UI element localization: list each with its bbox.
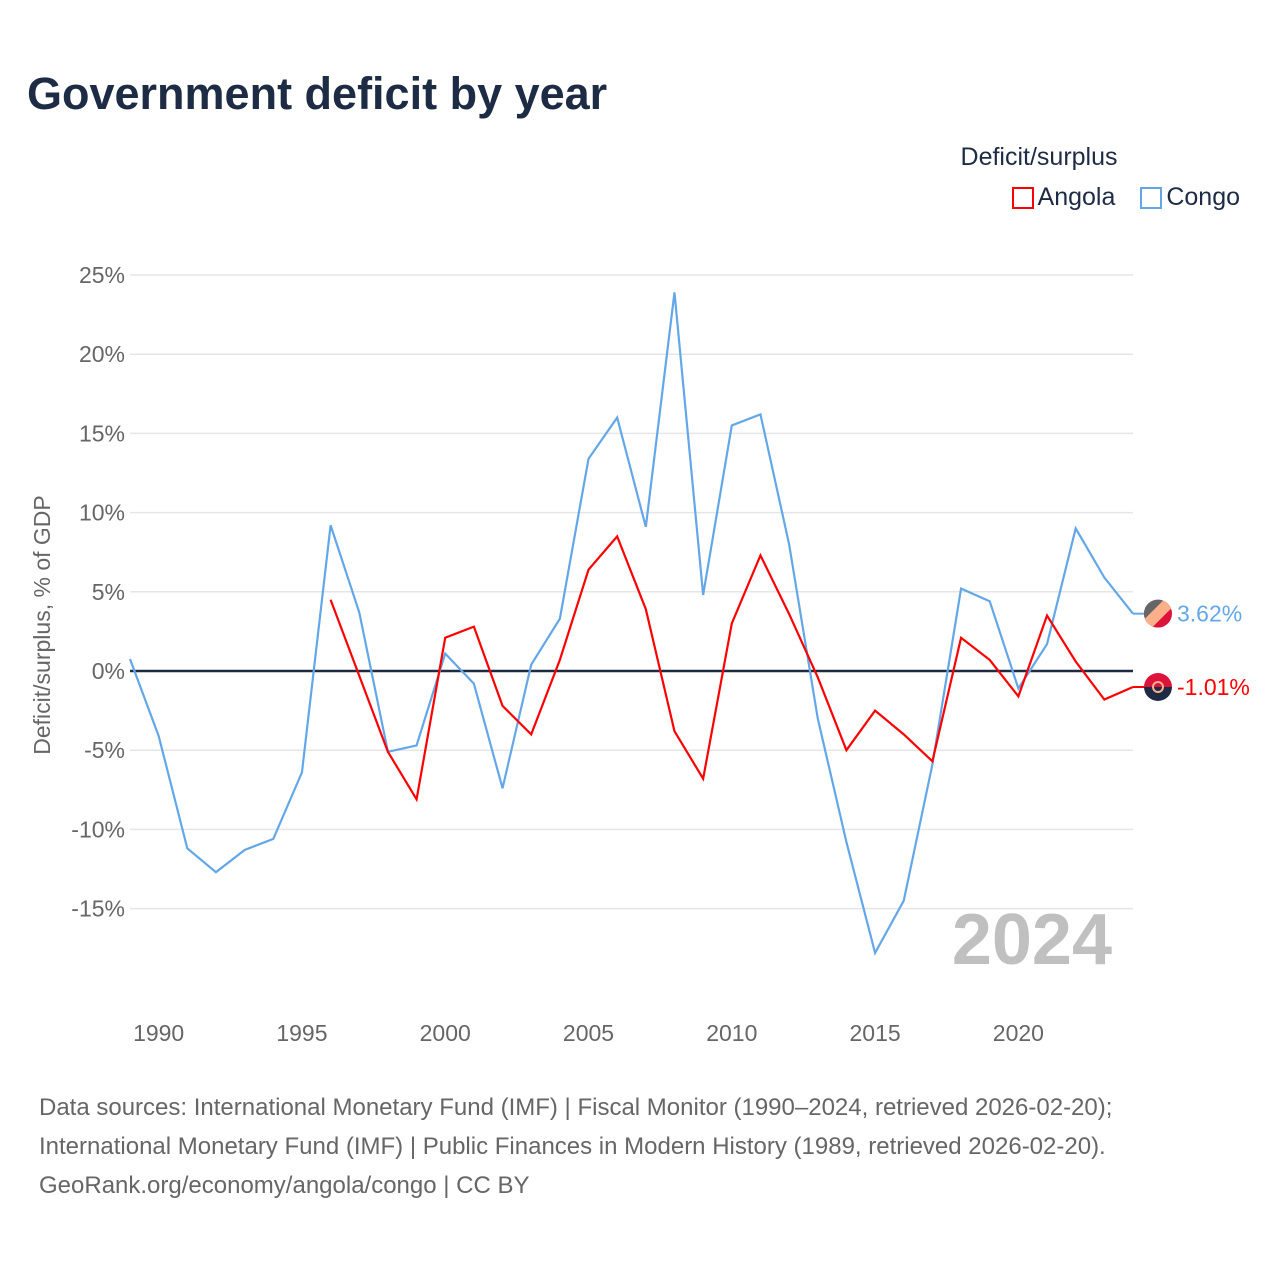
x-tick-label: 1990 bbox=[133, 1020, 184, 1046]
legend-item-congo[interactable]: Congo bbox=[1140, 183, 1240, 212]
series-lines bbox=[128, 292, 1134, 956]
end-label-angola: -1.01% bbox=[1177, 674, 1250, 700]
gridlines bbox=[130, 274, 1133, 910]
y-tick-label: -15% bbox=[71, 896, 125, 922]
flag-icon-congo bbox=[1144, 599, 1172, 628]
y-tick-label: -5% bbox=[84, 737, 125, 763]
series-line-angola[interactable] bbox=[329, 534, 1134, 803]
x-tick-label: 2000 bbox=[420, 1020, 471, 1046]
x-tick-label: 2015 bbox=[849, 1020, 900, 1046]
y-axis-label: Deficit/surplus, % of GDP bbox=[29, 495, 55, 754]
source-line-1: Data sources: International Monetary Fun… bbox=[39, 1094, 1113, 1121]
y-tick-label: 25% bbox=[79, 262, 125, 288]
flag-icon-angola bbox=[1144, 672, 1172, 701]
x-axis-ticks: 1990 1995 2000 2005 2010 2015 2020 bbox=[133, 1020, 1044, 1046]
source-line-2: International Monetary Fund (IMF) | Publ… bbox=[39, 1133, 1106, 1160]
y-tick-label: -10% bbox=[71, 816, 125, 842]
y-tick-label: 5% bbox=[92, 579, 125, 605]
series-line-congo[interactable] bbox=[128, 292, 1134, 956]
footer: Data sources: International Monetary Fun… bbox=[39, 1088, 1112, 1205]
end-markers: 3.62% -1.01% bbox=[1133, 599, 1250, 701]
y-tick-label: 0% bbox=[92, 658, 125, 684]
y-tick-label: 10% bbox=[79, 500, 125, 526]
x-tick-label: 1995 bbox=[276, 1020, 327, 1046]
end-label-congo: 3.62% bbox=[1177, 601, 1242, 627]
y-tick-label: 20% bbox=[79, 341, 125, 367]
year-watermark: 2024 bbox=[952, 900, 1112, 980]
x-tick-label: 2005 bbox=[563, 1020, 614, 1046]
legend: Deficit/surplus Angola Congo bbox=[961, 143, 1240, 216]
chart-title: Government deficit by year bbox=[27, 68, 608, 119]
legend-item-angola[interactable]: Angola bbox=[1011, 183, 1116, 212]
x-tick-label: 2010 bbox=[706, 1020, 757, 1046]
legend-label-angola: Angola bbox=[1037, 183, 1116, 211]
attribution-link[interactable]: GeoRank.org/economy/angola/congo | CC BY bbox=[39, 1172, 530, 1199]
legend-swatch-congo bbox=[1140, 186, 1163, 209]
legend-title: Deficit/surplus bbox=[960, 143, 1118, 171]
x-tick-label: 2020 bbox=[993, 1020, 1044, 1046]
chart-area: 25% 20% 15% 10% 5% 0% -5% -10% -15% 1990 1995 2000… bbox=[29, 262, 1250, 1046]
y-axis-ticks: 25% 20% 15% 10% 5% 0% -5% -10% -15% bbox=[71, 262, 125, 922]
legend-label-congo: Congo bbox=[1166, 183, 1240, 211]
legend-swatch-angola bbox=[1011, 186, 1034, 209]
y-tick-label: 15% bbox=[79, 420, 125, 446]
